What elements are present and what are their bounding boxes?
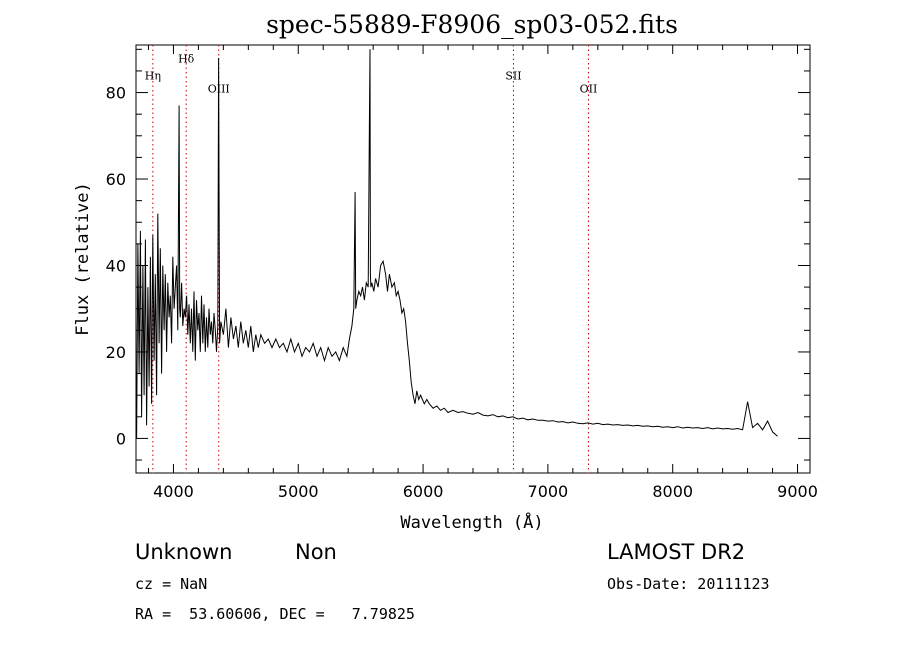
y-tick-label: 80 bbox=[106, 84, 126, 103]
survey-label: LAMOST DR2 bbox=[607, 540, 746, 564]
x-tick-label: 7000 bbox=[528, 482, 569, 501]
y-tick-label: 20 bbox=[106, 343, 126, 362]
x-tick-label: 8000 bbox=[652, 482, 693, 501]
cz-value: cz = NaN bbox=[135, 575, 208, 593]
y-tick-label: 40 bbox=[106, 256, 126, 275]
y-tick-label: 60 bbox=[106, 170, 126, 189]
x-tick-label: 9000 bbox=[777, 482, 818, 501]
x-tick-label: 5000 bbox=[278, 482, 319, 501]
y-tick-label: 0 bbox=[116, 429, 126, 448]
emission-line-label: Hδ bbox=[178, 52, 195, 65]
x-tick-label: 4000 bbox=[153, 482, 194, 501]
plot-area bbox=[135, 44, 811, 474]
subclass-label: Non bbox=[295, 540, 337, 564]
coordinates: RA = 53.60606, DEC = 7.79825 bbox=[135, 605, 415, 623]
x-tick-label: 6000 bbox=[403, 482, 444, 501]
emission-line-label: SII bbox=[505, 70, 521, 83]
chart-title: spec-55889-F8906_sp03-052.fits bbox=[266, 10, 678, 39]
emission-line-label: Hη bbox=[145, 70, 161, 83]
spectrum-line bbox=[136, 49, 778, 439]
axis-ticks: 4000 5000 6000 7000 8000 9000 0 20 40 60 80 bbox=[106, 45, 818, 501]
y-axis-label: Flux (relative) bbox=[73, 182, 93, 336]
emission-line-label: OII bbox=[580, 83, 598, 96]
obs-date: Obs-Date: 20111123 bbox=[607, 575, 770, 593]
class-label: Unknown bbox=[135, 540, 233, 564]
plot-frame bbox=[135, 44, 811, 474]
x-axis-label: Wavelength (Å) bbox=[400, 511, 543, 533]
